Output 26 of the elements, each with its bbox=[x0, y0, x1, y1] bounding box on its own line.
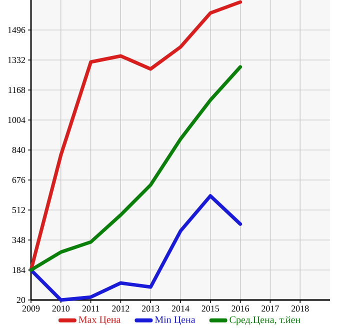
x-tick-label: 2016 bbox=[232, 306, 250, 312]
x-tick-label: 2010 bbox=[52, 306, 70, 312]
x-tick-label: 2012 bbox=[112, 306, 130, 312]
y-tick-label: 348 bbox=[12, 236, 26, 244]
line-series bbox=[29, 194, 242, 302]
x-tick-label: 2017 bbox=[262, 306, 279, 312]
y-tick-label: 1332 bbox=[8, 56, 25, 64]
legend-label: Сред.Цена, т.йен bbox=[230, 316, 300, 326]
x-tick-label: 2009 bbox=[22, 306, 40, 312]
x-tick-label: 2015 bbox=[202, 306, 220, 312]
y-tick-label: 1168 bbox=[8, 86, 26, 94]
line-series bbox=[29, 65, 242, 272]
x-tick-label: 2018 bbox=[291, 306, 309, 312]
y-tick-label: 1496 bbox=[8, 26, 26, 34]
x-tick-label: 2014 bbox=[172, 306, 190, 312]
x-tick-label: 2013 bbox=[142, 306, 160, 312]
y-tick-label: 512 bbox=[12, 206, 25, 214]
y-tick-label: 676 bbox=[12, 176, 26, 184]
y-tick-label: 840 bbox=[12, 146, 26, 154]
y-tick-label: 1004 bbox=[8, 116, 26, 124]
line-series bbox=[29, 0, 242, 272]
legend-label: Min Цена bbox=[154, 316, 196, 326]
y-tick-label: 20 bbox=[16, 296, 26, 304]
x-tick-label: 2011 bbox=[82, 306, 100, 312]
y-tick-label: 184 bbox=[12, 266, 26, 274]
legend-label: Max Цена bbox=[78, 316, 121, 326]
